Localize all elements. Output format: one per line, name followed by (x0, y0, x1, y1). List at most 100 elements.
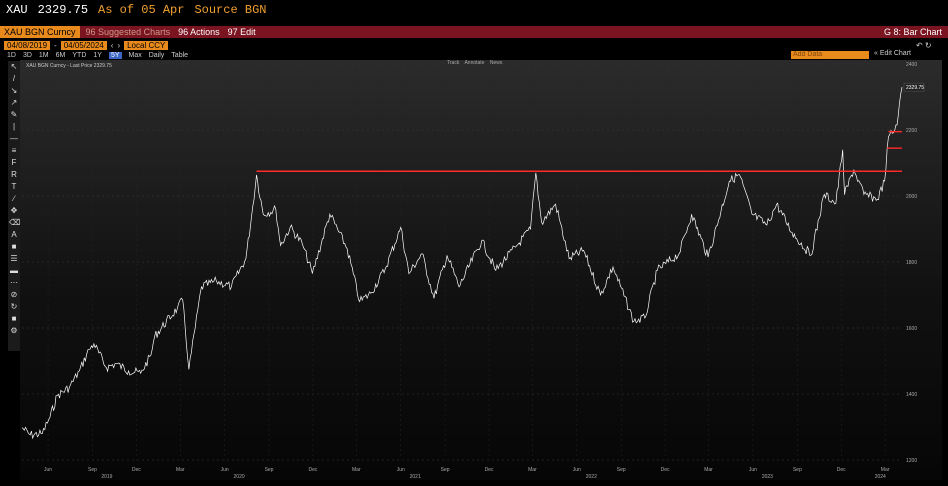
security-field[interactable]: XAU BGN Curncy (0, 26, 80, 38)
x-month-label: Sep (265, 467, 274, 473)
eraser-icon[interactable]: ⊘ (10, 290, 18, 299)
x-month-label: Jun (749, 467, 757, 473)
source-label: Source BGN (194, 3, 267, 17)
x-month-label: Mar (176, 467, 185, 473)
y-tick-label: 1800 (906, 260, 917, 266)
settings-gear-icon[interactable]: ⚙ (10, 326, 18, 335)
x-month-label: Sep (88, 467, 97, 473)
x-month-label: Dec (132, 467, 141, 473)
security-bar: XAU 2329.75 As of 05 Apr Source BGN (0, 0, 948, 20)
brush-icon[interactable]: ∕ (13, 194, 15, 203)
ticker[interactable]: XAU (6, 3, 28, 17)
period-1d[interactable]: 1D (7, 52, 16, 59)
dash-style-icon[interactable]: ⋯ (10, 278, 18, 287)
x-month-label: Mar (352, 467, 361, 473)
actions-menu[interactable]: 96 Actions (178, 27, 220, 37)
as-of-date: As of 05 Apr (98, 3, 185, 17)
y-tick-label: 1400 (906, 392, 917, 398)
ray-tool-icon[interactable]: ↗ (10, 98, 18, 107)
tab-annotate[interactable]: Annotate (464, 60, 485, 66)
tab-news[interactable]: News (489, 60, 503, 66)
chart-title: G 8: Bar Chart (883, 27, 942, 37)
trash-icon[interactable]: ⌫ (9, 218, 21, 227)
x-month-label: Sep (617, 467, 626, 473)
x-month-label: Jun (44, 467, 52, 473)
line-weight-icon[interactable]: ▬ (10, 266, 18, 275)
x-month-label: Dec (837, 467, 846, 473)
date-separator: - (54, 40, 57, 50)
frequency-select[interactable]: Daily (148, 52, 165, 59)
pointer-icon[interactable]: ↖ (10, 62, 18, 71)
x-year-label: 2021 (410, 474, 421, 480)
y-tick-label: 1200 (906, 458, 917, 464)
x-month-label: Dec (485, 467, 494, 473)
period-6m[interactable]: 6M (55, 52, 66, 59)
period-ytd[interactable]: YTD (72, 52, 87, 59)
chart-legend: XAU BGN Curncy - Last Price 2329.75 (26, 63, 112, 69)
pen-tool-icon[interactable]: ✎ (10, 110, 18, 119)
annotation-icon[interactable]: A (11, 230, 17, 239)
y-tick-label: 2200 (906, 128, 917, 134)
period-1m[interactable]: 1M (38, 52, 49, 59)
fill-color-icon[interactable]: ■ (11, 242, 17, 251)
refresh-icon[interactable]: ↻ (10, 302, 18, 311)
currency-select[interactable]: Local CCY (124, 40, 169, 50)
chart-area[interactable]: 1200 1400 1600 1800 2000 2200 2400 Jun Sep Dec Mar… (20, 60, 942, 480)
prev-arrow-icon[interactable]: ‹ (110, 40, 114, 50)
x-month-label: Dec (661, 467, 670, 473)
move-icon[interactable]: ✥ (10, 206, 18, 215)
last-price-box (903, 82, 925, 92)
add-data-input[interactable]: Add Data (791, 51, 869, 59)
x-year-label: 2019 (101, 474, 112, 480)
regression-icon[interactable]: R (11, 170, 17, 179)
suggested-charts-menu[interactable]: 96 Suggested Charts (85, 27, 171, 37)
y-tick-label: 2000 (906, 194, 917, 200)
x-year-label: 2022 (586, 474, 597, 480)
date-bar: 04/08/2019 - 04/05/2024 ‹ › Local CCY (0, 40, 948, 50)
x-month-label: Mar (528, 467, 537, 473)
next-arrow-icon[interactable]: › (117, 40, 121, 50)
price-chart[interactable]: 1200 1400 1600 1800 2000 2200 2400 Jun Sep Dec Mar… (20, 60, 942, 480)
period-3d[interactable]: 3D (22, 52, 32, 59)
period-5y[interactable]: 5Y (108, 52, 122, 59)
view-tabs: Track Annotate News (447, 60, 506, 66)
function-bar: XAU BGN Curncy 96 Suggested Charts 96 Ac… (0, 26, 948, 38)
tab-track[interactable]: Track (447, 60, 460, 66)
drawing-toolbar: ↖ / ↘ ↗ ✎ | — ≡ F R T ∕ ✥ ⌫ A ■ ☰ ▬ ⋯ ⊘ … (8, 61, 20, 351)
x-month-label: Jun (397, 467, 405, 473)
x-month-label: Mar (881, 467, 890, 473)
end-date-field[interactable]: 04/05/2024 (60, 40, 107, 50)
x-month-label: Jun (573, 467, 581, 473)
table-button[interactable]: Table (171, 52, 189, 59)
x-month-label: Sep (793, 467, 802, 473)
y-tick-label: 2400 (906, 62, 917, 68)
x-year-label: 2023 (762, 474, 773, 480)
x-year-label: 2020 (234, 474, 245, 480)
line-style-icon[interactable]: ☰ (10, 254, 18, 263)
channel-tool-icon[interactable]: ≡ (11, 146, 17, 155)
vertical-line-icon[interactable]: | (12, 122, 16, 131)
horizontal-line-icon[interactable]: — (10, 134, 18, 143)
fibonacci-icon[interactable]: F (11, 158, 17, 167)
x-month-label: Mar (704, 467, 713, 473)
color-picker-icon[interactable]: ■ (11, 314, 17, 323)
period-1y[interactable]: 1Y (93, 52, 102, 59)
undo-icon[interactable]: ↶ ↻ (916, 41, 932, 50)
line-tool-icon[interactable]: / (12, 74, 16, 83)
x-month-label: Sep (441, 467, 450, 473)
edit-chart-label: Edit Chart (879, 50, 911, 57)
y-tick-label: 1600 (906, 326, 917, 332)
text-tool-icon[interactable]: T (11, 182, 17, 191)
edit-chart-button[interactable]: « Edit Chart (874, 50, 911, 57)
price-series-line (21, 87, 903, 440)
start-date-field[interactable]: 04/08/2019 (4, 40, 51, 50)
last-price: 2329.75 (37, 3, 89, 17)
period-bar: 1D 3D 1M 6M YTD 1Y 5Y Max Daily Table (0, 51, 948, 60)
x-month-label: Jun (221, 467, 229, 473)
x-month-label: Dec (308, 467, 317, 473)
edit-menu[interactable]: 97 Edit (227, 27, 256, 37)
trend-tool-icon[interactable]: ↘ (10, 86, 18, 95)
last-price-label: 2329.75 (906, 85, 924, 91)
period-max[interactable]: Max (128, 52, 142, 59)
x-year-label: 2024 (875, 474, 886, 480)
